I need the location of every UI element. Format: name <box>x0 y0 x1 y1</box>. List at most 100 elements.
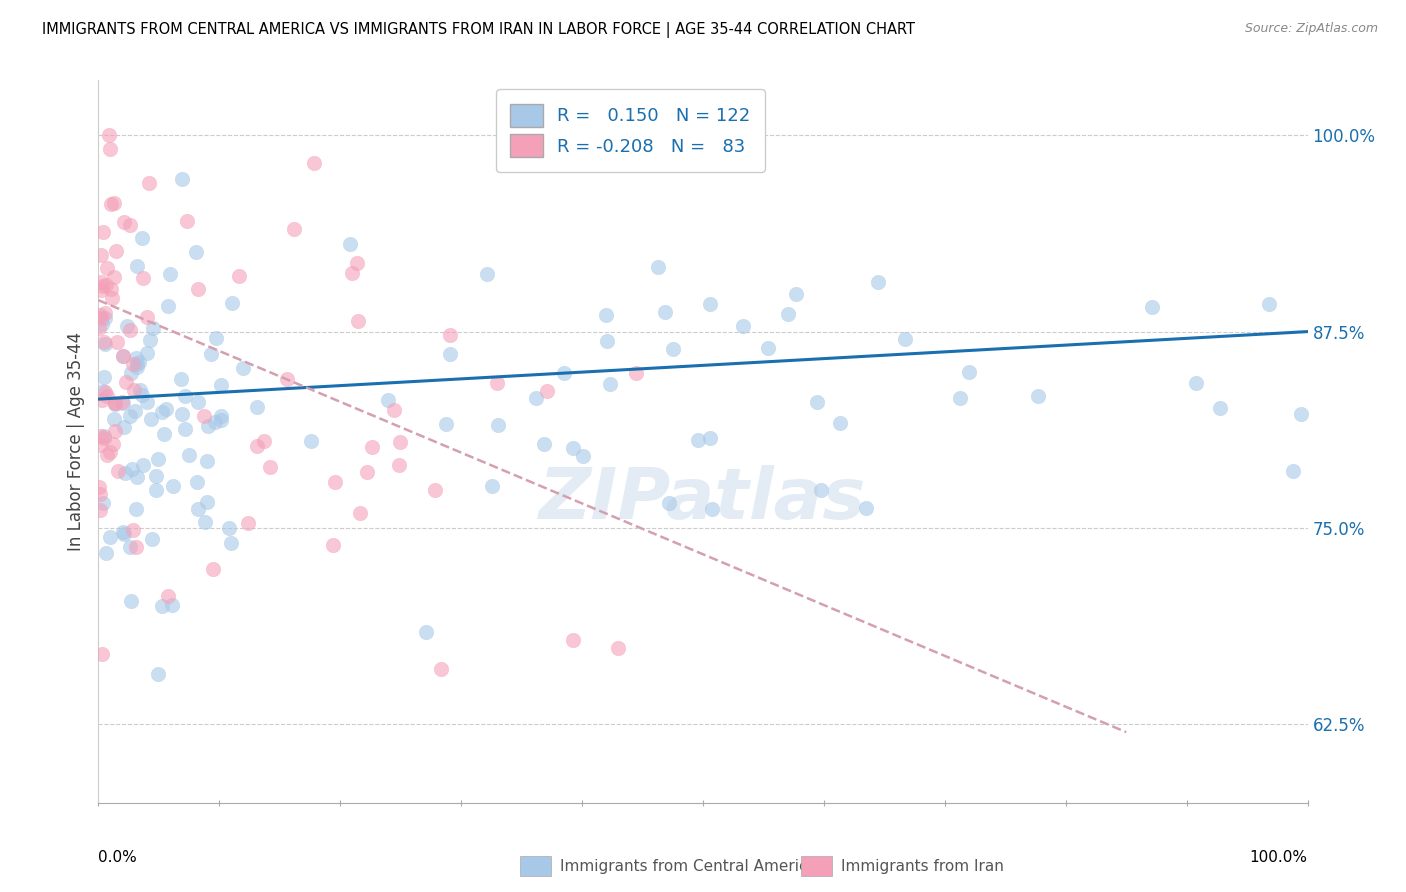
Point <box>221 295 243 310</box>
Point <box>114 467 136 481</box>
Point <box>121 357 143 371</box>
Point <box>346 314 368 328</box>
Point <box>93 334 115 349</box>
Point <box>232 361 254 376</box>
Point <box>111 395 134 409</box>
Point <box>131 388 153 402</box>
Point <box>377 393 399 408</box>
Point <box>187 282 209 296</box>
Point <box>90 275 112 289</box>
Point <box>806 394 828 409</box>
Point <box>112 350 135 364</box>
Point <box>283 222 305 236</box>
Point <box>145 483 167 497</box>
Point <box>686 433 709 447</box>
Point <box>91 225 114 239</box>
Point <box>855 501 877 516</box>
Point <box>125 259 148 273</box>
Point <box>195 495 218 509</box>
Point <box>209 377 232 392</box>
Point <box>1142 300 1164 314</box>
Point <box>810 483 832 498</box>
Point <box>173 422 195 436</box>
Point <box>121 523 143 537</box>
Point <box>112 396 135 410</box>
Point <box>162 478 184 492</box>
Text: 100.0%: 100.0% <box>1250 850 1308 864</box>
Point <box>325 475 347 489</box>
Point <box>699 431 721 445</box>
Point <box>89 487 111 501</box>
Point <box>486 376 509 390</box>
Point <box>124 540 146 554</box>
Text: Source: ZipAtlas.com: Source: ZipAtlas.com <box>1244 22 1378 36</box>
Point <box>125 470 148 484</box>
Point <box>98 444 121 458</box>
Point <box>138 176 160 190</box>
Point <box>136 395 159 409</box>
Point <box>302 156 325 170</box>
Point <box>170 171 193 186</box>
Point <box>187 395 209 409</box>
Point <box>756 342 779 356</box>
Point <box>112 527 135 541</box>
Point <box>94 384 117 399</box>
Point <box>654 304 676 318</box>
Point <box>439 347 461 361</box>
Text: Immigrants from Iran: Immigrants from Iran <box>841 859 1004 873</box>
Point <box>785 286 807 301</box>
Point <box>90 283 112 297</box>
Point <box>957 365 980 379</box>
Point <box>104 396 127 410</box>
Point <box>93 431 115 445</box>
Point <box>301 434 323 449</box>
Point <box>553 366 575 380</box>
Point <box>949 391 972 405</box>
Point <box>94 337 117 351</box>
Point <box>349 506 371 520</box>
Point <box>174 389 197 403</box>
Point <box>89 503 111 517</box>
Point <box>115 375 138 389</box>
Point <box>894 332 917 346</box>
Point <box>187 501 209 516</box>
Point <box>104 397 127 411</box>
Point <box>647 260 669 274</box>
Point <box>201 562 224 576</box>
Point <box>176 213 198 227</box>
Point <box>93 370 115 384</box>
Point <box>339 236 361 251</box>
Point <box>107 464 129 478</box>
Point <box>382 402 405 417</box>
Legend: R =   0.150   N = 122, R = -0.208   N =   83: R = 0.150 N = 122, R = -0.208 N = 83 <box>496 89 765 172</box>
Point <box>90 247 112 261</box>
Point <box>186 244 208 259</box>
Point <box>120 593 142 607</box>
Point <box>658 496 681 510</box>
Point <box>118 323 141 337</box>
Point <box>228 268 250 283</box>
Point <box>157 589 180 603</box>
Point <box>125 351 148 365</box>
Point <box>101 437 124 451</box>
Point <box>93 496 115 510</box>
Point <box>96 261 118 276</box>
Point <box>146 667 169 681</box>
Point <box>533 437 555 451</box>
Y-axis label: In Labor Force | Age 35-44: In Labor Force | Age 35-44 <box>66 332 84 551</box>
Point <box>209 412 232 426</box>
Point <box>136 310 159 324</box>
Point <box>1209 401 1232 415</box>
Point <box>197 419 219 434</box>
Point <box>524 391 547 405</box>
Point <box>117 318 139 333</box>
Point <box>159 267 181 281</box>
Point <box>131 230 153 244</box>
Point <box>830 416 852 430</box>
Point <box>481 478 503 492</box>
Point <box>156 299 179 313</box>
Point <box>141 533 163 547</box>
Point <box>105 334 128 349</box>
Point <box>388 458 411 472</box>
Point <box>259 460 281 475</box>
